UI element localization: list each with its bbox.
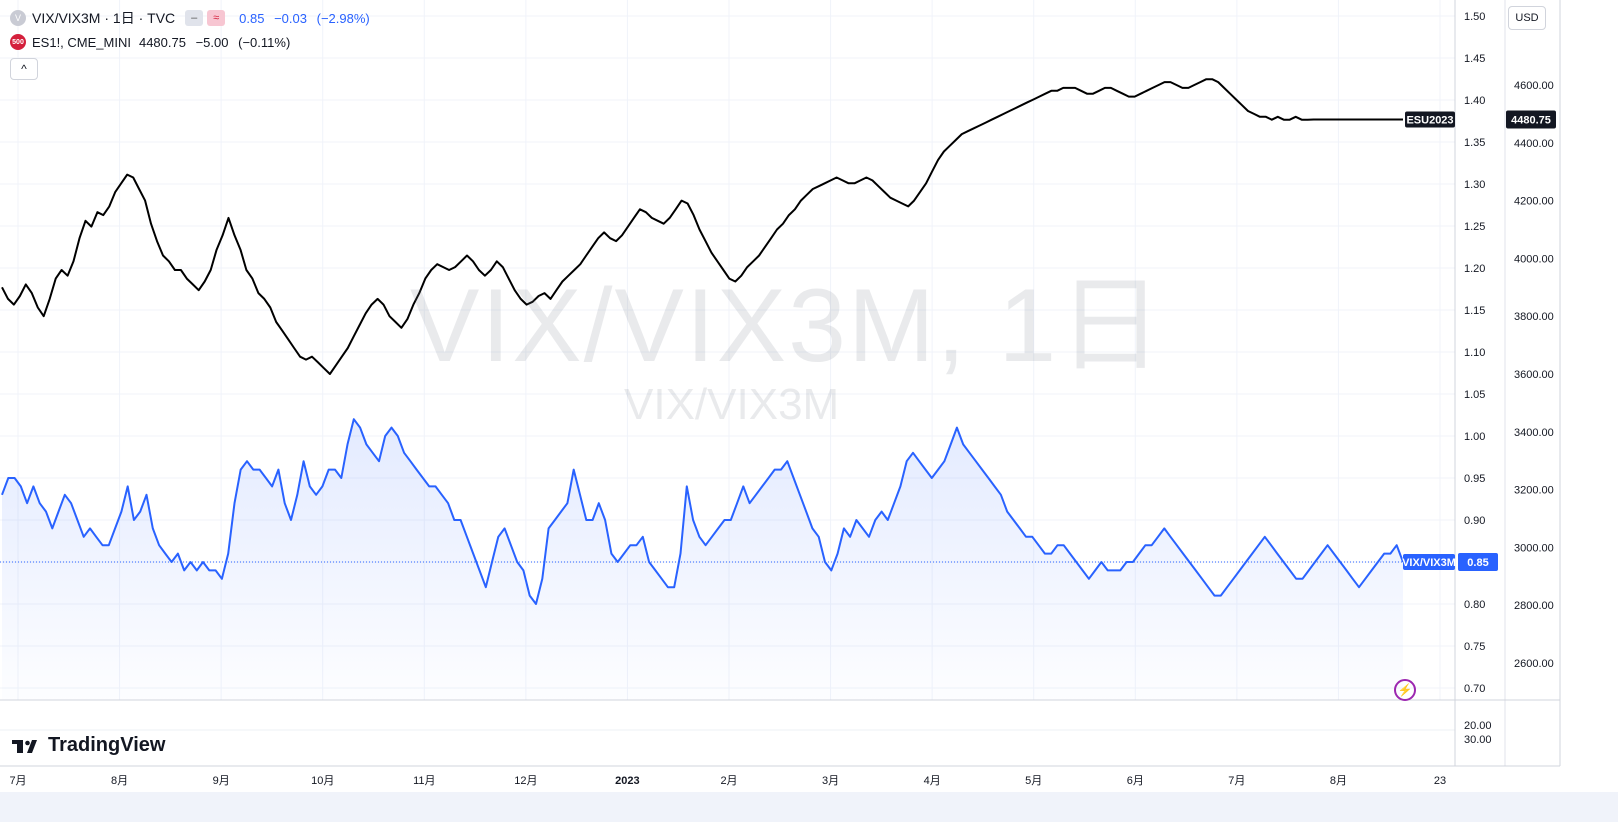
es-name-tag-bg bbox=[1405, 111, 1455, 128]
time-axis-tick-label: 12月 bbox=[514, 775, 537, 787]
outer-axis-tick-label: 3200.00 bbox=[1514, 485, 1554, 497]
time-axis-tick-label: 2023 bbox=[615, 775, 639, 787]
time-axis-tick-label: 3月 bbox=[822, 775, 839, 787]
main-series-area bbox=[2, 419, 1403, 700]
legend-compare-change: −5.00 bbox=[195, 34, 229, 50]
series-lines bbox=[1, 78, 1404, 605]
es-last-value-bg bbox=[1506, 110, 1556, 129]
legend-compare-last: 4480.75 bbox=[138, 34, 186, 50]
es-last-value: 4480.75 bbox=[1511, 114, 1551, 126]
legend-main-symbol[interactable]: VIX/VIX3M · 1日 · TVC bbox=[32, 10, 176, 26]
tradingview-logo[interactable]: TradingView bbox=[12, 734, 165, 757]
time-axis-tick-label: 5月 bbox=[1025, 775, 1042, 787]
outer-axis-tick-label: 4600.00 bbox=[1514, 80, 1554, 92]
legend-compare-change-pct: (−0.11%) bbox=[238, 34, 291, 50]
inner-axis-tick-label: 1.25 bbox=[1464, 221, 1485, 233]
legend-main[interactable]: V VIX/VIX3M · 1日 · TVC – ≈ 0.85 −0.03 (−… bbox=[10, 8, 376, 28]
tradingview-logo-icon bbox=[12, 739, 37, 753]
inner-axis-tick-label: 1.35 bbox=[1464, 137, 1485, 149]
vix-last-value-bg bbox=[1458, 553, 1498, 571]
outer-axis-tick-label: 4000.00 bbox=[1514, 253, 1554, 265]
legend-main-change: −0.03 bbox=[274, 10, 307, 26]
time-axis-tick-label: 11月 bbox=[413, 775, 435, 787]
inner-axis-tick-label: 1.10 bbox=[1464, 347, 1485, 359]
outer-axis-tick-label: 3400.00 bbox=[1514, 427, 1554, 439]
inner-axis-tick-label: 1.40 bbox=[1464, 95, 1485, 107]
inner-axis-tick-label: 0.90 bbox=[1464, 515, 1485, 527]
sp500-symbol-icon: 500 bbox=[10, 34, 26, 50]
collapse-legend-button[interactable]: ^ bbox=[10, 58, 38, 80]
es-name-tag: ESU2023 bbox=[1406, 114, 1453, 126]
price-axes: 1.50 1.45 1.40 1.35 1.30 1.25 1.20 1.15 1.10 1.05… bbox=[0, 0, 1561, 767]
sub-pane-tick-label: 30.00 bbox=[1464, 734, 1492, 746]
inner-axis-tick-label: 1.30 bbox=[1464, 179, 1485, 191]
es-series-line bbox=[1, 78, 1403, 375]
compare-icon[interactable]: ≈ bbox=[207, 10, 226, 26]
inner-axis-tick-label: 1.00 bbox=[1464, 431, 1485, 443]
legend-main-change-pct: (−2.98%) bbox=[316, 10, 370, 26]
legend-compare-values: 4480.75 −5.00 (−0.11%) bbox=[139, 35, 296, 50]
outer-axis-tick-label: 3000.00 bbox=[1514, 542, 1554, 554]
outer-axis-tick-label: 2800.00 bbox=[1514, 600, 1554, 612]
outer-axis-tick-label: 3800.00 bbox=[1514, 311, 1554, 323]
outer-axis-tick-label: 3600.00 bbox=[1514, 369, 1554, 381]
inner-axis-tick-label: 1.20 bbox=[1464, 263, 1485, 275]
time-axis-tick-label: 6月 bbox=[1127, 775, 1144, 787]
legend-main-last: 0.85 bbox=[239, 10, 265, 26]
time-axis-tick-label: 8月 bbox=[111, 775, 128, 787]
legend-compare[interactable]: 500 ES1!, CME_MINI 4480.75 −5.00 (−0.11%… bbox=[10, 34, 296, 50]
outer-axis-tick-label: 2600.00 bbox=[1514, 658, 1554, 670]
symbol-watermark-sub: VIX/VIX3M bbox=[624, 380, 840, 429]
inner-axis-tick-label: 0.70 bbox=[1464, 683, 1485, 695]
inner-axis-tick-label: 1.50 bbox=[1464, 11, 1485, 23]
legend-main-values: 0.85 −0.03 (−2.98%) bbox=[239, 11, 376, 26]
time-axis-tick-label: 10月 bbox=[311, 775, 334, 787]
inner-axis-tick-label: 1.05 bbox=[1464, 389, 1485, 401]
time-axis-tick-label: 9月 bbox=[213, 775, 230, 787]
outer-axis-tick-label: 4200.00 bbox=[1514, 196, 1554, 208]
currency-button[interactable]: USD bbox=[1508, 6, 1546, 30]
bottom-toolbar bbox=[0, 792, 1618, 822]
outer-axis-tick-label: 4400.00 bbox=[1514, 138, 1554, 150]
time-axis-tick-label: 23 bbox=[1434, 775, 1446, 787]
inner-axis-tick-label: 0.80 bbox=[1464, 599, 1485, 611]
legend-compare-symbol[interactable]: ES1!, CME_MINI bbox=[32, 34, 131, 50]
time-axis-tick-label: 7月 bbox=[9, 775, 26, 787]
inner-axis-tick-label: 0.75 bbox=[1464, 641, 1485, 653]
time-axis: 7月 8月 9月 10月 11月 12月 2023 2月 3月 4月 5月 6月 7月 8月 23 bbox=[9, 775, 1446, 787]
inner-axis-tick-label: 1.45 bbox=[1464, 53, 1485, 65]
vix-name-tag: VIX/VIX3M bbox=[1402, 557, 1456, 569]
lightning-icon[interactable]: ⚡ bbox=[1394, 679, 1416, 701]
symbol-watermark: VIX/VIX3M, 1日 bbox=[410, 268, 1165, 384]
inner-axis-tick-label: 1.15 bbox=[1464, 305, 1485, 317]
time-axis-tick-label: 4月 bbox=[924, 775, 941, 787]
chevron-up-icon: ^ bbox=[21, 62, 27, 76]
time-axis-tick-label: 7月 bbox=[1228, 775, 1245, 787]
time-axis-tick-label: 8月 bbox=[1330, 775, 1347, 787]
sub-pane-tick-label: 20.00 bbox=[1464, 720, 1492, 732]
last-value-labels: ESU2023 4480.75 VIX/VIX3M 0.85 bbox=[0, 110, 1556, 571]
vix-last-value: 0.85 bbox=[1467, 557, 1488, 569]
vix-series-line bbox=[1, 418, 1404, 605]
hide-series-icon[interactable]: – bbox=[185, 10, 204, 26]
tradingview-logo-text: TradingView bbox=[48, 734, 166, 756]
time-axis-tick-label: 2月 bbox=[720, 775, 737, 787]
vix-symbol-icon: V bbox=[10, 10, 26, 26]
vix-area-fill bbox=[2, 419, 1403, 700]
vix-name-tag-bg bbox=[1403, 554, 1455, 570]
inner-axis-tick-label: 0.95 bbox=[1464, 473, 1485, 485]
